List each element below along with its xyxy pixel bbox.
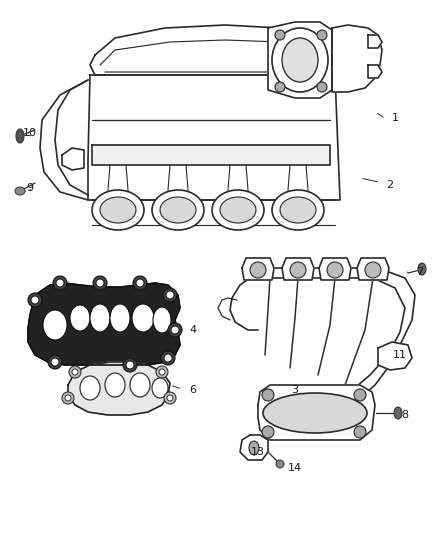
Ellipse shape	[166, 291, 174, 299]
Polygon shape	[368, 65, 382, 78]
Ellipse shape	[365, 262, 381, 278]
Ellipse shape	[317, 30, 327, 40]
Ellipse shape	[159, 369, 165, 375]
Ellipse shape	[152, 378, 168, 398]
Polygon shape	[68, 362, 170, 415]
Polygon shape	[62, 148, 84, 170]
Polygon shape	[282, 258, 314, 280]
Ellipse shape	[132, 304, 154, 332]
Text: 2: 2	[386, 180, 394, 190]
Ellipse shape	[317, 82, 327, 92]
Ellipse shape	[31, 296, 39, 304]
Polygon shape	[357, 258, 389, 280]
Ellipse shape	[280, 197, 316, 223]
Ellipse shape	[167, 395, 173, 401]
Ellipse shape	[105, 373, 125, 397]
Polygon shape	[378, 342, 412, 370]
Ellipse shape	[156, 366, 168, 378]
Ellipse shape	[100, 197, 136, 223]
Ellipse shape	[275, 30, 285, 40]
Ellipse shape	[282, 38, 318, 82]
Polygon shape	[88, 75, 340, 200]
Polygon shape	[28, 283, 180, 365]
Ellipse shape	[160, 197, 196, 223]
Polygon shape	[92, 145, 330, 165]
Ellipse shape	[152, 190, 204, 230]
Ellipse shape	[153, 307, 171, 333]
Ellipse shape	[250, 262, 266, 278]
Ellipse shape	[56, 279, 64, 287]
Text: 4: 4	[190, 325, 197, 335]
Ellipse shape	[93, 276, 107, 290]
Ellipse shape	[16, 129, 24, 143]
Ellipse shape	[65, 395, 71, 401]
Ellipse shape	[15, 187, 25, 195]
Ellipse shape	[220, 197, 256, 223]
Ellipse shape	[48, 355, 62, 369]
Polygon shape	[242, 258, 274, 280]
Ellipse shape	[275, 82, 285, 92]
Text: 9: 9	[26, 183, 34, 193]
Polygon shape	[332, 25, 382, 92]
Polygon shape	[268, 22, 332, 98]
Text: 11: 11	[393, 350, 407, 360]
Text: 1: 1	[392, 113, 399, 123]
Text: 7: 7	[417, 267, 424, 277]
Ellipse shape	[171, 326, 179, 334]
Polygon shape	[90, 25, 340, 75]
Ellipse shape	[394, 407, 402, 419]
Ellipse shape	[249, 441, 259, 455]
Ellipse shape	[123, 358, 137, 372]
Ellipse shape	[354, 426, 366, 438]
Ellipse shape	[51, 358, 59, 366]
Ellipse shape	[263, 393, 367, 433]
Text: 3: 3	[292, 385, 299, 395]
Ellipse shape	[72, 369, 78, 375]
Text: 14: 14	[288, 463, 302, 473]
Ellipse shape	[290, 262, 306, 278]
Ellipse shape	[163, 288, 177, 302]
Polygon shape	[240, 435, 268, 460]
Ellipse shape	[164, 354, 172, 362]
Polygon shape	[368, 35, 382, 48]
Ellipse shape	[327, 262, 343, 278]
Ellipse shape	[53, 276, 67, 290]
Ellipse shape	[168, 323, 182, 337]
Ellipse shape	[28, 293, 42, 307]
Ellipse shape	[354, 389, 366, 401]
Text: 13: 13	[251, 447, 265, 457]
Ellipse shape	[43, 310, 67, 340]
Ellipse shape	[272, 190, 324, 230]
Ellipse shape	[164, 392, 176, 404]
Ellipse shape	[130, 373, 150, 397]
Ellipse shape	[80, 376, 100, 400]
Ellipse shape	[69, 366, 81, 378]
Ellipse shape	[418, 263, 426, 275]
Ellipse shape	[90, 304, 110, 332]
Ellipse shape	[276, 460, 284, 468]
Ellipse shape	[92, 190, 144, 230]
Text: 10: 10	[23, 128, 37, 138]
Text: 6: 6	[190, 385, 197, 395]
Ellipse shape	[96, 279, 104, 287]
Text: 8: 8	[402, 410, 409, 420]
Ellipse shape	[262, 389, 274, 401]
Ellipse shape	[133, 276, 147, 290]
Ellipse shape	[126, 361, 134, 369]
Ellipse shape	[161, 351, 175, 365]
Ellipse shape	[136, 279, 144, 287]
Ellipse shape	[212, 190, 264, 230]
Ellipse shape	[70, 305, 90, 331]
Ellipse shape	[62, 392, 74, 404]
Polygon shape	[258, 385, 375, 440]
Polygon shape	[319, 258, 351, 280]
Ellipse shape	[262, 426, 274, 438]
Ellipse shape	[272, 28, 328, 92]
Ellipse shape	[110, 304, 130, 332]
